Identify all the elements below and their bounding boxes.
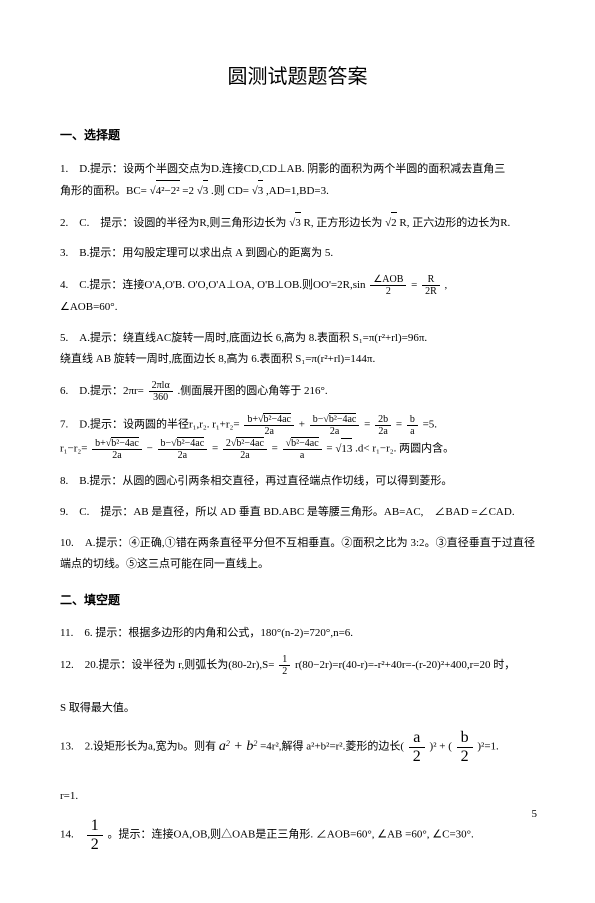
q7-l2a: r₁−r₂= (60, 443, 87, 455)
q7-l2b: − (147, 443, 156, 455)
q4-frac1: ∠AOB2 (370, 274, 406, 297)
q11: 11. 6. 提示：根据多边形的内角和公式，180°(n-2)=720°,n=6… (60, 623, 535, 644)
q7-f2: b−√b²−4ac2a (310, 413, 360, 437)
q8: 8. B.提示：从圆的圆心引两条相交直径，再过直径端点作切线，可以得到菱形。 (60, 471, 535, 492)
q7-f8: √b²−4aca (283, 437, 322, 461)
q4-frac2: R2R (422, 274, 440, 297)
q4-a: 4. C.提示：连接O'A,O'B. O'O,O'A⊥OA, O'B⊥OB.则O… (60, 279, 366, 291)
q7-f5: b+√b²−4ac2a (92, 437, 142, 461)
page-number: 5 (532, 808, 538, 820)
q4-c: , (445, 279, 448, 291)
q7-l2d: = (272, 443, 278, 455)
q14-a: 。提示：连接OA,OB,则△OAB是正三角形. ∠AOB=60°, (108, 829, 378, 841)
q14-b: =60°, ∠C=30°. (405, 829, 474, 841)
q2: 2. C. 提示：设圆的半径为R,则三角形边长为 √3 R, 正方形边长为 √2… (60, 212, 535, 234)
page-title: 圆测试题题答案 (60, 58, 535, 96)
q7-l2c: = (212, 443, 218, 455)
q6-frac: 2πlα360 (149, 380, 173, 403)
q13-a: 13. 2.设矩形长为a,宽为b。则有 (60, 741, 216, 753)
q7-f4: ba (407, 414, 418, 437)
q7-f3: 2b2a (375, 414, 391, 437)
q10: 10. A.提示：④正确,①错在两条直径平分但不互相垂直。②面积之比为 3:2。… (60, 533, 535, 575)
q2-sqrt1: √3 (289, 217, 301, 229)
q13-d: )²=1. (477, 741, 498, 753)
q5-l2: 绕直线 AB 旋转一周时,底面边长 8,高为 6.表面积 S₁=π(r²+rl)… (60, 353, 375, 365)
q12: 12. 20.提示：设半径为 r,则弧长为(80-2r),S= 12 r(80−… (60, 654, 535, 719)
q13-l2: r=1. (60, 790, 78, 802)
q12-frac: 12 (279, 654, 290, 677)
section-2-head: 二、填空题 (60, 589, 535, 612)
q13-f2: b2 (457, 729, 473, 765)
q7: 7. D.提示：设两圆的半径r₁,r₂. r₁+r₂= b+√b²−4ac2a … (60, 413, 535, 461)
q7-l2f: .d< r₁−r₂. 两圆内含。 (355, 443, 454, 455)
q4-l2: ∠AOB=60°. (60, 301, 117, 313)
q2-a: 2. C. 提示：设圆的半径为R,则三角形边长为 (60, 217, 286, 229)
q13-c: )² + ( (430, 741, 452, 753)
q2-sqrt2: √2 (385, 217, 397, 229)
q7-f6: b−√b²−4ac2a (158, 437, 208, 461)
q1-l2c: .则 CD= (211, 185, 249, 197)
q1-sqrt3: √3 (252, 185, 264, 197)
q12-a: 12. 20.提示：设半径为 r,则弧长为(80-2r),S= (60, 659, 274, 671)
q1-l2d: ,AD=1,BD=3. (266, 185, 329, 197)
q13: 13. 2.设矩形长为a,宽为b。则有 a2 + b2 =4r²,解得 a²+b… (60, 729, 535, 807)
q1-l2a: 角形的面积。BC= (60, 185, 147, 197)
q7-l2e: = (326, 443, 332, 455)
q2-c: R, 正六边形的边长为R. (399, 217, 510, 229)
q1-l2b: =2 (182, 185, 194, 197)
q3: 3. B.提示：用勾股定理可以求出点 A 到圆心的距离为 5. (60, 243, 535, 264)
q1-sqrt2: √3 (197, 185, 209, 197)
q12-l2: S 取得最大值。 (60, 702, 135, 714)
q1-l1: 1. D.提示：设两个半圆交点为D.连接CD,CD⊥AB. 阴影的面积为两个半圆… (60, 163, 505, 175)
q14-arc: ∠AB (377, 829, 402, 841)
q4-b: = (411, 279, 417, 291)
q7-c: = (364, 419, 370, 431)
q7-a: 7. D.提示：设两圆的半径r₁,r₂. r₁+r₂= (60, 419, 240, 431)
q7-f1: b+√b²−4ac2a (244, 413, 294, 437)
q13-b: =4r²,解得 a²+b²=r².菱形的边长( (260, 741, 404, 753)
q13-f1: a2 (409, 729, 425, 765)
q6-b: .侧面展开图的圆心角等于 216°. (177, 385, 327, 397)
q1: 1. D.提示：设两个半圆交点为D.连接CD,CD⊥AB. 阴影的面积为两个半圆… (60, 159, 535, 202)
q4: 4. C.提示：连接O'A,O'B. O'O,O'A⊥OA, O'B⊥OB.则O… (60, 274, 535, 318)
q7-sqrt: √13 (335, 443, 352, 455)
q14-frac: 12 (87, 817, 103, 853)
q7-b: + (299, 419, 305, 431)
q7-d: = (396, 419, 402, 431)
q7-f7: 2√b²−4ac2a (223, 437, 267, 461)
q13-expr1: a2 + b2 (219, 739, 257, 754)
q6-a: 6. D.提示：2πr= (60, 385, 144, 397)
q2-b: R, 正方形边长为 (303, 217, 382, 229)
q1-sqrt1: √4²−2² (150, 185, 180, 197)
q14: 14. 12 。提示：连接OA,OB,则△OAB是正三角形. ∠AOB=60°,… (60, 817, 535, 853)
q7-e: =5. (423, 419, 437, 431)
q6: 6. D.提示：2πr= 2πlα360 .侧面展开图的圆心角等于 216°. (60, 380, 535, 403)
section-1-head: 一、选择题 (60, 124, 535, 147)
q5: 5. A.提示：绕直线AC旋转一周时,底面边长 6,高为 8.表面积 S₁=π(… (60, 328, 535, 370)
q12-b: r(80−2r)=r(40-r)=-r²+40r=-(r-20)²+400,r=… (295, 659, 515, 671)
q5-l1: 5. A.提示：绕直线AC旋转一周时,底面边长 6,高为 8.表面积 S₁=π(… (60, 332, 427, 344)
q9: 9. C. 提示：AB 是直径，所以 AD 垂直 BD.ABC 是等腰三角形。A… (60, 502, 535, 523)
